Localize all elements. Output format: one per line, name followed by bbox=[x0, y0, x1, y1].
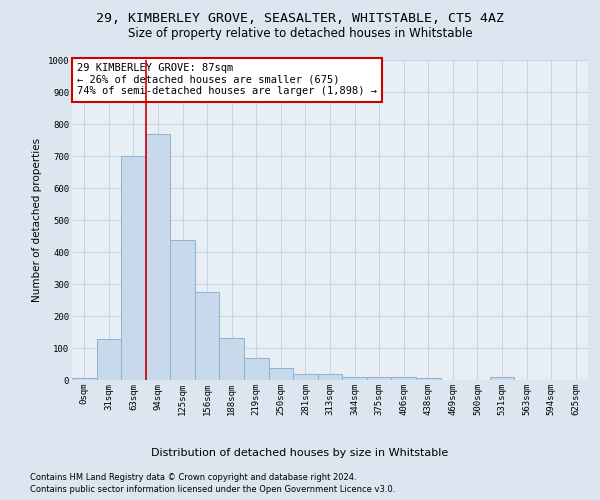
Bar bbox=[269, 368, 293, 380]
Bar bbox=[367, 377, 391, 380]
Bar bbox=[220, 338, 244, 380]
Bar bbox=[170, 240, 195, 380]
Text: Contains public sector information licensed under the Open Government Licence v3: Contains public sector information licen… bbox=[30, 485, 395, 494]
Bar bbox=[293, 374, 318, 380]
Text: Distribution of detached houses by size in Whitstable: Distribution of detached houses by size … bbox=[151, 448, 449, 458]
Bar bbox=[416, 378, 440, 380]
Bar bbox=[195, 292, 220, 380]
Bar bbox=[121, 156, 146, 380]
Text: Contains HM Land Registry data © Crown copyright and database right 2024.: Contains HM Land Registry data © Crown c… bbox=[30, 472, 356, 482]
Bar bbox=[72, 378, 97, 380]
Y-axis label: Number of detached properties: Number of detached properties bbox=[32, 138, 42, 302]
Bar bbox=[490, 377, 514, 380]
Bar bbox=[391, 377, 416, 380]
Bar bbox=[146, 134, 170, 380]
Bar bbox=[342, 377, 367, 380]
Text: 29, KIMBERLEY GROVE, SEASALTER, WHITSTABLE, CT5 4AZ: 29, KIMBERLEY GROVE, SEASALTER, WHITSTAB… bbox=[96, 12, 504, 26]
Bar bbox=[97, 339, 121, 380]
Text: Size of property relative to detached houses in Whitstable: Size of property relative to detached ho… bbox=[128, 28, 472, 40]
Bar bbox=[244, 358, 269, 380]
Text: 29 KIMBERLEY GROVE: 87sqm
← 26% of detached houses are smaller (675)
74% of semi: 29 KIMBERLEY GROVE: 87sqm ← 26% of detac… bbox=[77, 63, 377, 96]
Bar bbox=[318, 374, 342, 380]
